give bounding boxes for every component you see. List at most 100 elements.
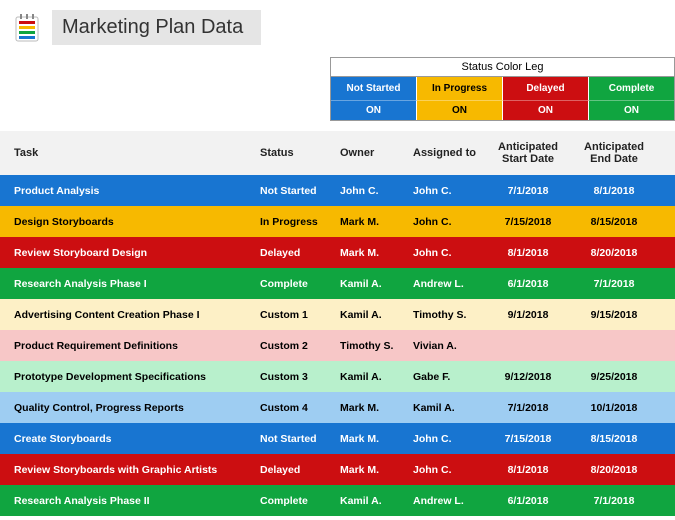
cell-assigned: John C. [407, 181, 485, 201]
legend-toggle[interactable]: ON [417, 100, 503, 120]
cell-end: 8/15/2018 [571, 212, 657, 232]
cell-owner: Kamil A. [334, 305, 407, 325]
cell-end: 7/1/2018 [571, 491, 657, 511]
cell-task: Design Storyboards [0, 212, 254, 232]
table-row[interactable]: Quality Control, Progress ReportsCustom … [0, 392, 675, 423]
cell-task: Prototype Development Specifications [0, 367, 254, 387]
table-row[interactable]: Prototype Development SpecificationsCust… [0, 361, 675, 392]
legend-title: Status Color Leg [331, 58, 674, 77]
legend-toggle[interactable]: ON [589, 100, 674, 120]
cell-start: 7/1/2018 [485, 181, 571, 201]
cell-status: Complete [254, 274, 334, 294]
cell-status: Delayed [254, 460, 334, 480]
table-row[interactable]: Create StoryboardsNot StartedMark M.John… [0, 423, 675, 454]
cell-owner: Kamil A. [334, 274, 407, 294]
cell-start: 6/1/2018 [485, 274, 571, 294]
cell-assigned: Timothy S. [407, 305, 485, 325]
cell-end: 8/20/2018 [571, 243, 657, 263]
cell-tail [657, 187, 675, 195]
legend-labels-row: Not StartedIn ProgressDelayedComplete [331, 77, 674, 100]
cell-tail [657, 249, 675, 257]
cell-assigned: John C. [407, 429, 485, 449]
table-row[interactable]: Review Storyboards with Graphic ArtistsD… [0, 454, 675, 485]
col-header-start[interactable]: Anticipated Start Date [485, 137, 571, 169]
cell-assigned: Kamil A. [407, 398, 485, 418]
cell-owner: Timothy S. [334, 336, 407, 356]
cell-task: Research Analysis Phase II [0, 491, 254, 511]
cell-owner: Mark M. [334, 398, 407, 418]
col-header-assigned[interactable]: Assigned to [407, 143, 485, 163]
cell-owner: Mark M. [334, 429, 407, 449]
legend-toggle[interactable]: ON [331, 100, 417, 120]
cell-tail [657, 280, 675, 288]
header: Marketing Plan Data [0, 0, 675, 57]
status-legend: Status Color Leg Not StartedIn ProgressD… [330, 57, 675, 121]
cell-start: 8/1/2018 [485, 460, 571, 480]
cell-start: 7/15/2018 [485, 429, 571, 449]
cell-start: 9/1/2018 [485, 305, 571, 325]
table-row[interactable]: Review Storyboard DesignDelayedMark M.Jo… [0, 237, 675, 268]
cell-assigned: Vivian A. [407, 336, 485, 356]
legend-toggle[interactable]: ON [503, 100, 589, 120]
cell-assigned: Andrew L. [407, 491, 485, 511]
col-header-status[interactable]: Status [254, 143, 334, 163]
cell-tail [657, 311, 675, 319]
table-row[interactable]: Research Analysis Phase IICompleteKamil … [0, 485, 675, 516]
cell-start: 8/1/2018 [485, 243, 571, 263]
cell-end: 8/1/2018 [571, 181, 657, 201]
task-grid: Task Status Owner Assigned to Anticipate… [0, 131, 675, 516]
table-row[interactable]: Research Analysis Phase ICompleteKamil A… [0, 268, 675, 299]
cell-assigned: John C. [407, 243, 485, 263]
cell-assigned: John C. [407, 460, 485, 480]
cell-start: 6/1/2018 [485, 491, 571, 511]
cell-task: Research Analysis Phase I [0, 274, 254, 294]
legend-label: In Progress [417, 77, 503, 100]
cell-assigned: John C. [407, 212, 485, 232]
cell-status: Not Started [254, 181, 334, 201]
cell-end: 10/1/2018 [571, 398, 657, 418]
cell-end: 7/1/2018 [571, 274, 657, 294]
col-header-end[interactable]: Anticipated End Date [571, 137, 657, 169]
cell-assigned: Andrew L. [407, 274, 485, 294]
cell-task: Quality Control, Progress Reports [0, 398, 254, 418]
cell-start: 9/12/2018 [485, 367, 571, 387]
cell-status: In Progress [254, 212, 334, 232]
table-row[interactable]: Product AnalysisNot StartedJohn C.John C… [0, 175, 675, 206]
cell-status: Not Started [254, 429, 334, 449]
cell-task: Create Storyboards [0, 429, 254, 449]
page-title: Marketing Plan Data [52, 10, 261, 45]
table-row[interactable]: Product Requirement DefinitionsCustom 2T… [0, 330, 675, 361]
cell-status: Complete [254, 491, 334, 511]
table-row[interactable]: Advertising Content Creation Phase ICust… [0, 299, 675, 330]
cell-status: Delayed [254, 243, 334, 263]
cell-end: 9/25/2018 [571, 367, 657, 387]
cell-owner: Mark M. [334, 460, 407, 480]
cell-status: Custom 1 [254, 305, 334, 325]
legend-toggles-row: ONONONON [331, 100, 674, 120]
cell-assigned: Gabe F. [407, 367, 485, 387]
cell-tail [657, 342, 675, 350]
cell-task: Review Storyboards with Graphic Artists [0, 460, 254, 480]
col-header-tail [657, 149, 675, 157]
cell-task: Review Storyboard Design [0, 243, 254, 263]
col-header-task[interactable]: Task [0, 143, 254, 163]
cell-owner: John C. [334, 181, 407, 201]
cell-owner: Kamil A. [334, 367, 407, 387]
cell-end [571, 342, 657, 350]
cell-task: Product Analysis [0, 181, 254, 201]
cell-owner: Kamil A. [334, 491, 407, 511]
cell-task: Advertising Content Creation Phase I [0, 305, 254, 325]
cell-owner: Mark M. [334, 243, 407, 263]
cell-end: 8/20/2018 [571, 460, 657, 480]
cell-tail [657, 404, 675, 412]
cell-tail [657, 218, 675, 226]
cell-tail [657, 497, 675, 505]
grid-header-row: Task Status Owner Assigned to Anticipate… [0, 131, 675, 175]
cell-end: 9/15/2018 [571, 305, 657, 325]
cell-tail [657, 373, 675, 381]
table-row[interactable]: Design StoryboardsIn ProgressMark M.John… [0, 206, 675, 237]
cell-tail [657, 435, 675, 443]
cell-status: Custom 2 [254, 336, 334, 356]
col-header-owner[interactable]: Owner [334, 143, 407, 163]
cell-start: 7/1/2018 [485, 398, 571, 418]
